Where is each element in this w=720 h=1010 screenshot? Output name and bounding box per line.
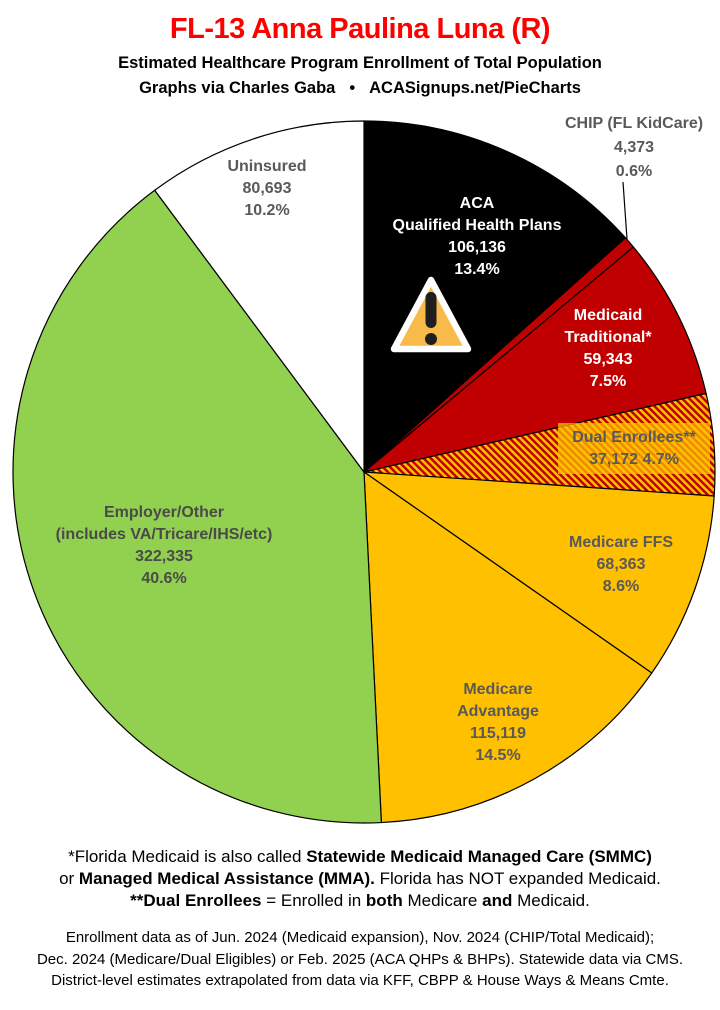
pie-label-medicare-advantage: Medicare Advantage 115,119 14.5% — [457, 681, 539, 764]
label-background — [558, 423, 710, 474]
pie-slice-employer-other-includes-va-tricare-ihs-etc — [12, 189, 382, 824]
credit-line: Graphs via Charles Gaba • ACASignups.net… — [0, 76, 720, 100]
pie-slices — [12, 120, 716, 824]
footnote-line: or Managed Medical Assistance (MMA). Flo… — [59, 869, 661, 888]
source-line: Dec. 2024 (Medicare/Dual Eligibles) or F… — [36, 950, 684, 968]
pie-label-medicaid-traditional: Medicaid Traditional* 59,343 7.5% — [564, 307, 652, 390]
pie-slice-medicare-ffs — [363, 471, 715, 674]
warning-icon — [390, 276, 472, 353]
pie-slice-medicaid-traditional — [363, 246, 707, 473]
footnote-line: **Dual Enrollees = Enrolled in both Medi… — [130, 891, 590, 910]
pie-label-chip-fl-kidcare: CHIP (FL KidCare) 4,373 0.6% — [565, 115, 703, 180]
pie-decorations — [390, 181, 710, 474]
page-title: FL-13 Anna Paulina Luna (R) — [169, 13, 551, 45]
pie-label-employer-other-includes-va-tricare-ihs-etc: Employer/Other (includes VA/Tricare/IHS/e… — [56, 504, 273, 587]
pie-chart: ACA Qualified Health Plans 106,136 13.4% CHI… — [0, 100, 720, 840]
pie-slice-uninsured — [154, 120, 365, 473]
source-notes: Enrollment data as of Jun. 2024 (Medicai… — [0, 927, 720, 992]
credit-site: ACASignups.net/PieCharts — [369, 79, 581, 97]
pie-chart-svg: ACA Qualified Health Plans 106,136 13.4%CHI… — [12, 115, 716, 824]
footnote-line: *Florida Medicaid is also called Statewi… — [68, 847, 652, 866]
pie-slice-medicare-advantage — [363, 471, 653, 824]
pie-label-dual-enrollees: Dual Enrollees** 37,172 4.7% — [572, 429, 696, 468]
pie-label-aca-qualified-health-plans: ACA Qualified Health Plans 106,136 13.4% — [393, 195, 562, 278]
source-line: Enrollment data as of Jun. 2024 (Medicai… — [65, 929, 655, 946]
bullet-separator: • — [349, 79, 356, 97]
credit-author: Graphs via Charles Gaba — [139, 79, 336, 97]
callout-line — [622, 181, 628, 240]
source-line: District-level estimates extrapolated fr… — [51, 972, 669, 989]
pie-slice-aca-qualified-health-plans — [363, 120, 627, 473]
header: FL-13 Anna Paulina Luna (R) Estimated He… — [0, 0, 720, 100]
pie-label-medicare-ffs: Medicare FFS 68,363 8.6% — [569, 534, 673, 595]
subtitle: Estimated Healthcare Program Enrollment … — [118, 54, 602, 72]
footnotes: *Florida Medicaid is also called Statewi… — [0, 846, 720, 912]
pie-labels: ACA Qualified Health Plans 106,136 13.4%CHI… — [56, 115, 703, 764]
pie-label-uninsured: Uninsured 80,693 10.2% — [227, 158, 306, 219]
